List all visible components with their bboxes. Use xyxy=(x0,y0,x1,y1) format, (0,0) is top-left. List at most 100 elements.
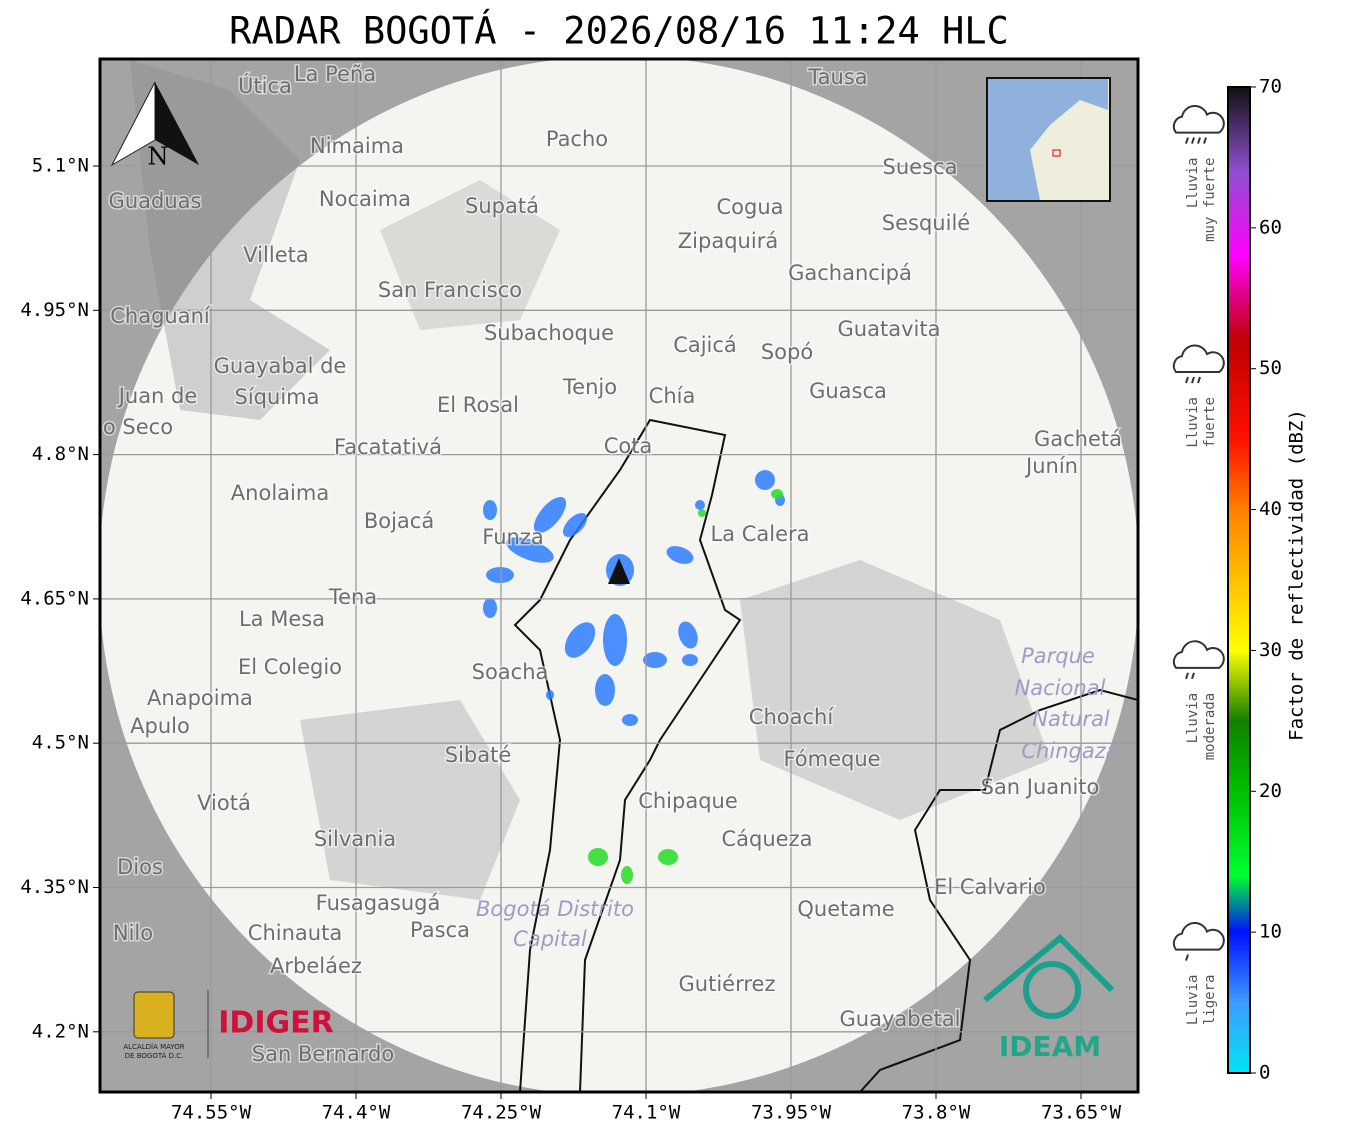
cloud xyxy=(1172,922,1225,951)
radar-site xyxy=(608,558,630,584)
place-label: Cogua xyxy=(716,195,783,219)
place-label: Chía xyxy=(649,384,696,408)
place-label: Funza xyxy=(482,525,543,549)
x-tick-label: 73.95°W xyxy=(751,1102,832,1124)
cloud xyxy=(1172,344,1225,374)
rain-label: muy fuerte xyxy=(1202,158,1218,242)
park-label: Capital xyxy=(513,927,587,951)
place-label: Nocaima xyxy=(319,187,411,211)
echo xyxy=(483,598,497,618)
place-label: Facatativá xyxy=(334,435,442,459)
y-tick-label: 4.2°N xyxy=(32,1020,89,1042)
echo xyxy=(533,496,567,534)
place-label: Tena xyxy=(328,585,377,609)
echo xyxy=(562,512,588,538)
logo-text: ALCALDÍA MAYOR xyxy=(123,1042,184,1051)
map-frame xyxy=(98,57,1140,1094)
echo xyxy=(695,500,705,510)
colorbar-tick-label: 10 xyxy=(1259,921,1282,943)
place-label: Villeta xyxy=(243,243,308,267)
y-tick-label: 5.1°N xyxy=(32,155,89,177)
echo xyxy=(698,509,706,517)
rain-drop xyxy=(1197,376,1201,384)
place-label: Apulo xyxy=(130,714,190,738)
rain-drop xyxy=(1185,137,1189,144)
place-label: Guayabetal xyxy=(840,1007,961,1031)
ideam-swirl xyxy=(1023,961,1081,1019)
park-label: Nacional xyxy=(1015,676,1106,700)
place-label: Chipaque xyxy=(638,789,738,813)
park-label: Parque xyxy=(1021,644,1095,668)
place-label: Gachancipá xyxy=(788,261,912,285)
rain-icon xyxy=(1172,922,1225,961)
rain-icon xyxy=(1172,640,1225,680)
echo xyxy=(678,621,698,649)
inset-marker xyxy=(1052,149,1061,157)
echo xyxy=(643,652,667,668)
echo xyxy=(666,546,694,564)
y-tick-label: 4.8°N xyxy=(32,443,89,465)
rain-label: fuerte xyxy=(1202,397,1218,448)
ideam-roof xyxy=(983,933,1115,1003)
place-label: Gutiérrez xyxy=(679,972,776,996)
colorbar-tick-label: 70 xyxy=(1259,76,1282,98)
logo-text: DE BOGOTÁ D.C. xyxy=(125,1051,184,1060)
place-label: Juan de xyxy=(117,384,198,408)
place-label: Dios xyxy=(117,855,163,879)
echo xyxy=(588,848,608,866)
place-label: Gachetá xyxy=(1034,427,1122,451)
y-tick-label: 4.35°N xyxy=(20,876,89,898)
rain-label: ligera xyxy=(1202,975,1218,1026)
compass-right xyxy=(155,82,199,165)
rain-label: moderada xyxy=(1202,693,1218,760)
place-label: El Colegio xyxy=(238,655,342,679)
echo xyxy=(658,849,678,865)
colorbar-ticks: 0 10 20 30 40 50 60 70 xyxy=(1250,76,1282,1084)
place-label: Sesquilé xyxy=(882,211,970,235)
rain-drop xyxy=(1185,954,1189,961)
terrain xyxy=(380,180,560,330)
rain-icon xyxy=(1172,105,1225,144)
y-tick-label: 4.5°N xyxy=(32,732,89,754)
place-label: Anolaima xyxy=(231,481,329,505)
rain-drop xyxy=(1191,137,1195,144)
x-tick-label: 73.8°W xyxy=(902,1102,971,1124)
axes: 74.55°W 74.4°W 74.25°W 74.1°W 73.95°W 73.8°W 7… xyxy=(20,155,1121,1124)
place-label: Junín xyxy=(1024,454,1078,478)
place-label: Pasca xyxy=(410,918,470,942)
x-tick-label: 73.65°W xyxy=(1041,1102,1122,1124)
place-label: Cota xyxy=(604,434,653,458)
place-label: El Calvario xyxy=(934,875,1046,899)
echo xyxy=(486,567,514,583)
colorbar-tick-label: 50 xyxy=(1259,357,1282,379)
rain-icon xyxy=(1172,344,1225,384)
place-label: Útica xyxy=(238,73,292,98)
place-label: Sopó xyxy=(761,340,813,364)
place-label: La Calera xyxy=(710,522,809,546)
graticule xyxy=(100,59,1138,1092)
echo xyxy=(682,654,698,666)
x-tick-label: 74.55°W xyxy=(171,1102,252,1124)
place-label: Guasca xyxy=(809,379,887,403)
echo xyxy=(564,622,596,658)
terrain xyxy=(740,560,1050,820)
inset-sea xyxy=(988,79,1108,200)
y-tick-label: 4.95°N xyxy=(20,299,89,321)
place-label: Guaduas xyxy=(109,189,202,213)
place-label: San Bernardo xyxy=(252,1042,394,1066)
echo xyxy=(546,690,554,700)
place-label: Bojacá xyxy=(364,509,434,533)
place-label: La Peña xyxy=(294,62,376,86)
echo xyxy=(603,614,627,666)
place-label: San Francisco xyxy=(378,278,522,302)
rain-drop xyxy=(1191,672,1195,680)
place-label: Anapoima xyxy=(147,686,253,710)
rain-drop xyxy=(1197,137,1201,144)
department-boundary xyxy=(859,688,1138,1092)
bogota-boundary xyxy=(513,418,742,1092)
rain-drop xyxy=(1185,376,1189,384)
rain-drop xyxy=(1203,137,1207,144)
place-label: Pacho xyxy=(546,127,608,151)
colorbar-tick-label: 60 xyxy=(1259,216,1282,238)
